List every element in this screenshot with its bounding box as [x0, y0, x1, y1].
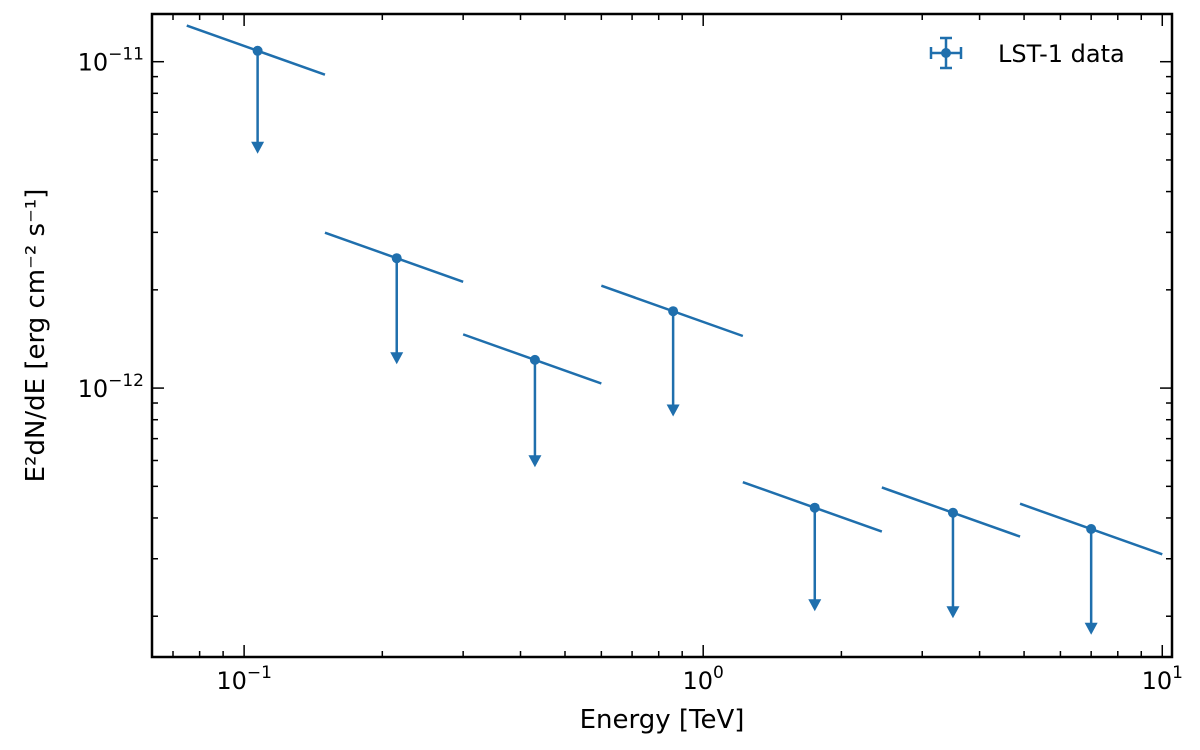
x-tick-label: 100: [683, 663, 724, 695]
data-point: [947, 507, 958, 518]
data-point: [529, 354, 540, 365]
upper-limit-arrowhead: [946, 606, 960, 619]
plot-layer: [186, 24, 1163, 635]
data-point: [668, 306, 679, 317]
data-point: [391, 253, 402, 264]
upper-limit-arrowhead: [528, 455, 542, 468]
data-point: [1086, 524, 1097, 535]
x-tick-label: 101: [1142, 663, 1183, 695]
axes-layer: Energy [TeV] E²dN/dE [erg cm⁻² s⁻¹] 10−1…: [21, 12, 1183, 735]
y-axis-title: E²dN/dE [erg cm⁻² s⁻¹]: [21, 189, 51, 483]
data-point: [809, 502, 820, 513]
y-tick-label: 10−11: [78, 45, 144, 77]
legend: LST-1 data: [929, 36, 1125, 70]
upper-limit-arrowhead: [390, 352, 404, 365]
x-tick-label: 10−1: [216, 663, 272, 695]
x-axis-title: Energy [TeV]: [580, 705, 745, 735]
upper-limit-arrowhead: [1084, 622, 1098, 635]
upper-limit-arrowhead: [666, 404, 680, 417]
upper-limit-arrowhead: [251, 141, 265, 154]
upper-limit-arrowhead: [808, 599, 822, 612]
data-point: [252, 45, 263, 56]
plot-frame: [150, 12, 1174, 659]
legend-marker-dot: [941, 48, 951, 58]
y-tick-label: 10−12: [78, 371, 144, 403]
legend-entry-label: LST-1 data: [998, 40, 1125, 68]
